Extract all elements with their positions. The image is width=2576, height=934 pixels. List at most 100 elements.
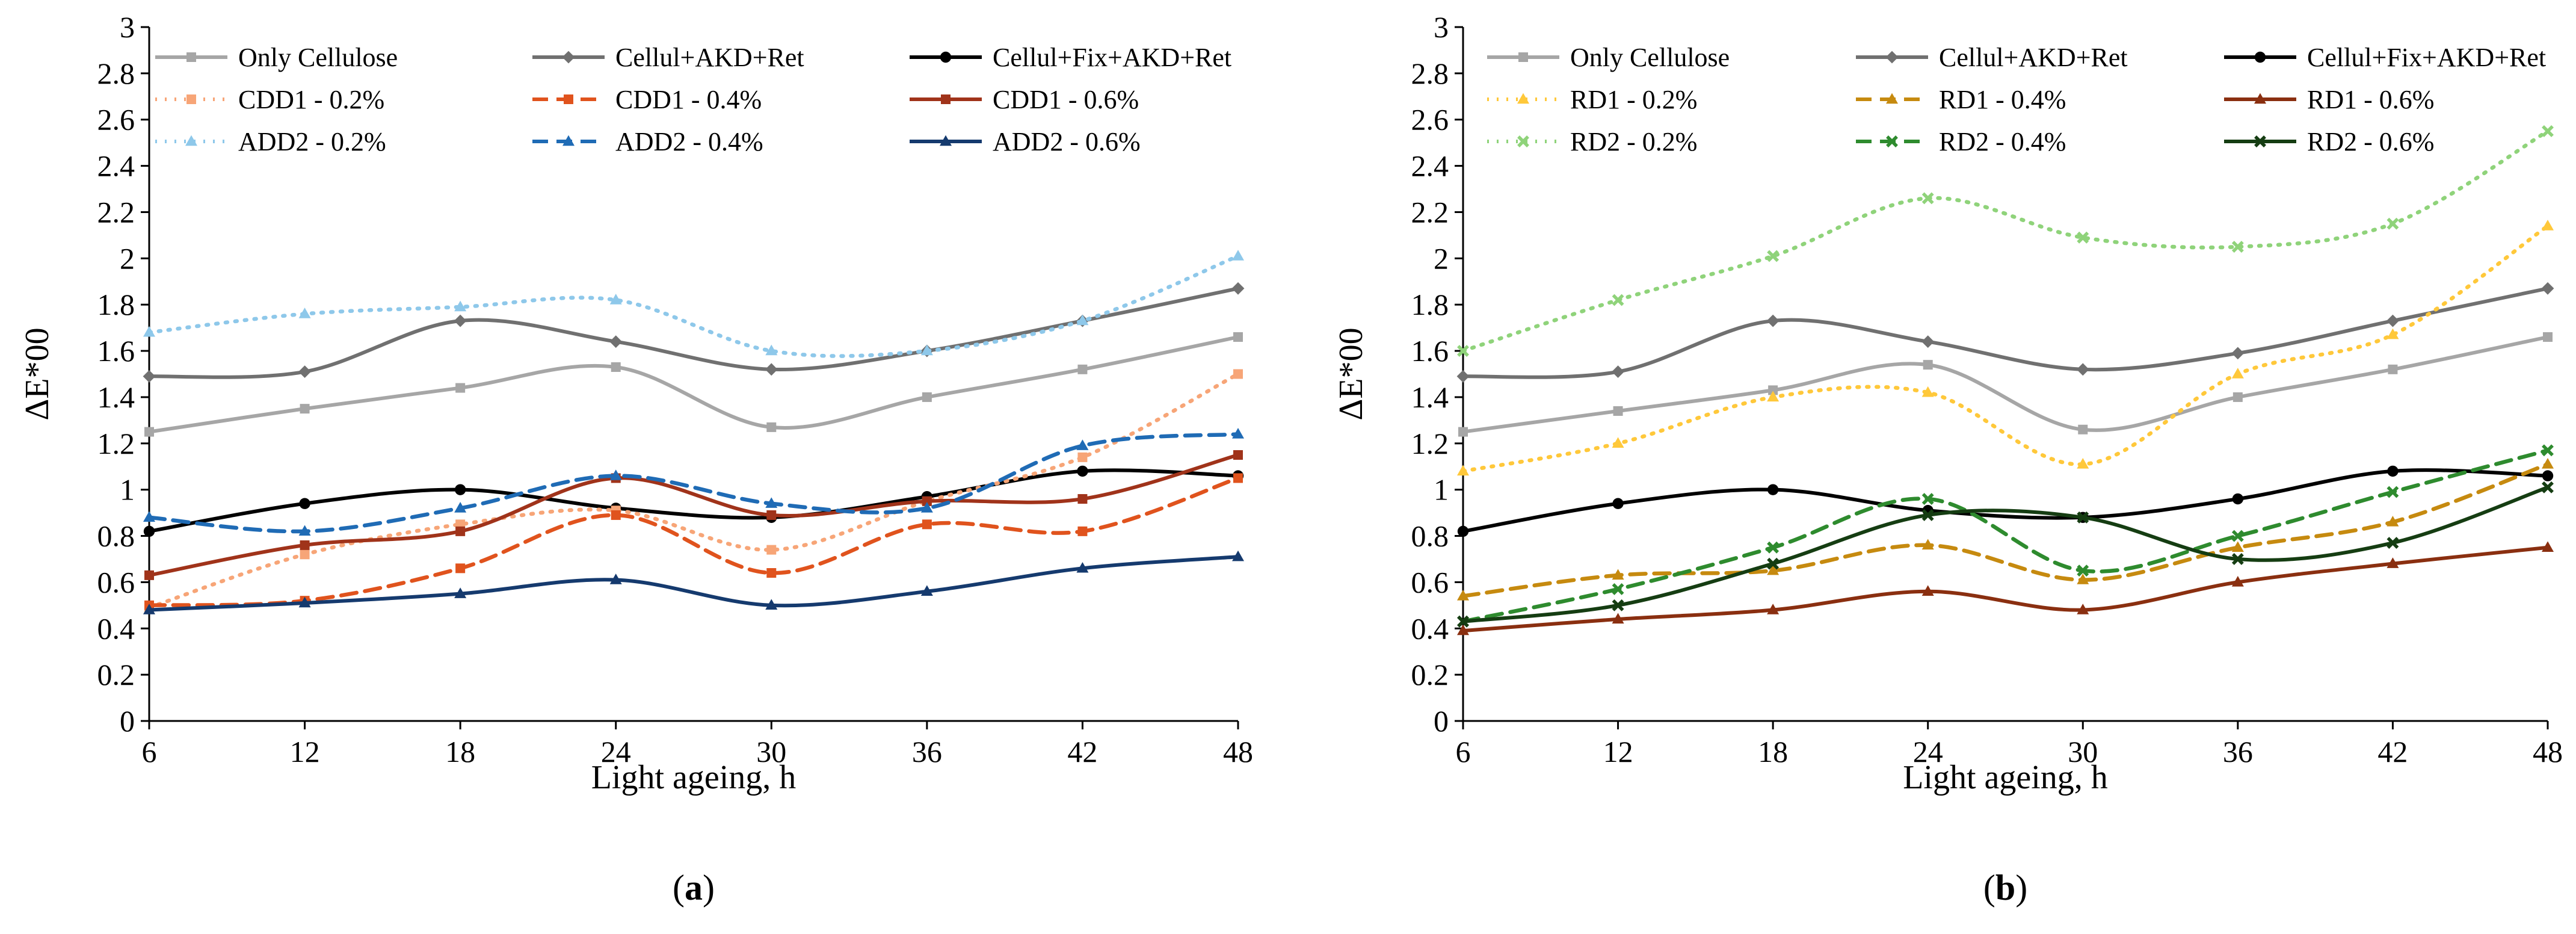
y-axis-title: ΔE*00 — [1333, 327, 1370, 420]
legend-swatch-marker — [2254, 135, 2266, 147]
x-tick-label: 24 — [601, 735, 631, 769]
y-tick-label: 0.4 — [1411, 611, 1449, 645]
data-point — [765, 363, 778, 376]
data-point — [609, 294, 622, 305]
data-point — [1767, 541, 1779, 554]
y-tick-label: 1 — [1434, 473, 1449, 507]
data-point — [2542, 220, 2554, 230]
series-rd2-0-2- — [1457, 125, 2554, 357]
data-point — [2386, 328, 2399, 339]
x-tick-label: 36 — [912, 735, 942, 769]
data-point — [1921, 386, 1934, 397]
data-point — [609, 469, 622, 480]
legend-label: CDD1 - 0.2% — [238, 85, 384, 114]
y-tick-label: 0 — [1434, 704, 1449, 738]
legend-swatch-marker — [1886, 135, 1898, 147]
data-point — [454, 587, 467, 598]
y-tick-label: 2.4 — [1411, 149, 1449, 183]
legend-entry: ADD2 - 0.2% — [155, 127, 386, 156]
data-point — [1921, 539, 1934, 550]
legend-label: CDD1 - 0.4% — [615, 85, 762, 114]
series-cdd1-0-6- — [144, 450, 1243, 580]
x-tick-label: 6 — [1456, 735, 1471, 769]
series-line — [1461, 335, 2550, 434]
legend-entry: Cellul+Fix+AKD+Ret — [2224, 43, 2546, 72]
data-point — [1923, 360, 1933, 370]
legend-entry: Only Cellulose — [155, 43, 398, 72]
data-point — [1613, 406, 1623, 416]
legend-swatch-marker — [941, 94, 951, 104]
series-only-cellulose — [144, 332, 1243, 437]
legend-label: Cellul+Fix+AKD+Ret — [993, 43, 1231, 72]
data-point — [2077, 457, 2089, 469]
data-point — [1921, 509, 1934, 521]
data-point — [2231, 530, 2244, 542]
data-point — [609, 335, 623, 348]
data-point — [920, 585, 933, 596]
y-tick-label: 2.2 — [97, 195, 135, 229]
data-point — [2231, 347, 2245, 360]
data-point — [143, 370, 156, 383]
data-point — [2386, 557, 2399, 568]
series-line — [1461, 485, 2550, 623]
data-point — [2542, 444, 2554, 457]
legend-swatch-marker — [562, 51, 575, 64]
y-tick-label: 1.8 — [1411, 288, 1449, 321]
legend-label: ADD2 - 0.6% — [993, 127, 1141, 156]
data-point — [1233, 369, 1243, 379]
series-line — [147, 254, 1240, 358]
data-point — [2232, 493, 2244, 505]
legend-swatch-marker — [1517, 135, 1529, 147]
data-point — [1612, 583, 1624, 595]
data-point — [2231, 553, 2244, 565]
data-point — [2543, 332, 2553, 342]
legend-entry: ADD2 - 0.6% — [910, 127, 1141, 156]
data-point — [1612, 613, 1624, 624]
data-point — [765, 344, 778, 356]
data-point — [2386, 537, 2399, 549]
data-point — [611, 510, 621, 520]
y-tick-label: 0 — [120, 704, 135, 738]
data-point — [922, 496, 932, 506]
series-line — [147, 476, 1240, 608]
series-line — [1461, 462, 2550, 598]
data-point — [454, 484, 466, 495]
y-tick-label: 0.6 — [97, 565, 135, 599]
data-point — [2542, 457, 2554, 469]
data-point — [1612, 498, 1624, 509]
legend-swatch-marker — [186, 52, 196, 62]
y-tick-label: 3 — [1434, 10, 1449, 44]
data-point — [1766, 314, 1779, 327]
x-axis-title: Light ageing, h — [1903, 759, 2108, 796]
legend-label: RD1 - 0.6% — [2307, 85, 2434, 114]
data-point — [1456, 370, 1470, 383]
series-rd1-0-4- — [1457, 457, 2554, 601]
legend-entry: Cellul+Fix+AKD+Ret — [910, 43, 1231, 72]
data-point — [2078, 424, 2088, 435]
x-tick-label: 12 — [1603, 735, 1633, 769]
legend-entry: CDD1 - 0.2% — [155, 85, 384, 114]
data-point — [2386, 516, 2399, 527]
legend-swatch-marker — [1886, 93, 1898, 104]
legend-label: CDD1 - 0.6% — [993, 85, 1139, 114]
y-tick-label: 1.2 — [97, 427, 135, 460]
data-point — [922, 392, 932, 402]
legend-label: RD2 - 0.6% — [2307, 127, 2434, 156]
legend-swatch-marker — [940, 135, 952, 146]
legend-swatch-marker — [562, 135, 575, 146]
series-rd1-0-6- — [1457, 541, 2554, 636]
data-point — [1921, 585, 1934, 596]
series-add2-0-4- — [143, 428, 1244, 536]
legend-entry: CDD1 - 0.6% — [910, 85, 1139, 114]
x-tick-label: 18 — [445, 735, 475, 769]
data-point — [1457, 465, 1469, 476]
data-point — [1767, 391, 1779, 402]
y-tick-label: 1.6 — [97, 334, 135, 368]
data-point — [1076, 314, 1089, 326]
y-tick-label: 2.2 — [1411, 195, 1449, 229]
data-point — [2232, 392, 2243, 402]
data-point — [1767, 604, 1779, 614]
series-line — [147, 432, 1240, 534]
x-tick-label: 6 — [142, 735, 157, 769]
legend-entry: CDD1 - 0.4% — [532, 85, 762, 114]
